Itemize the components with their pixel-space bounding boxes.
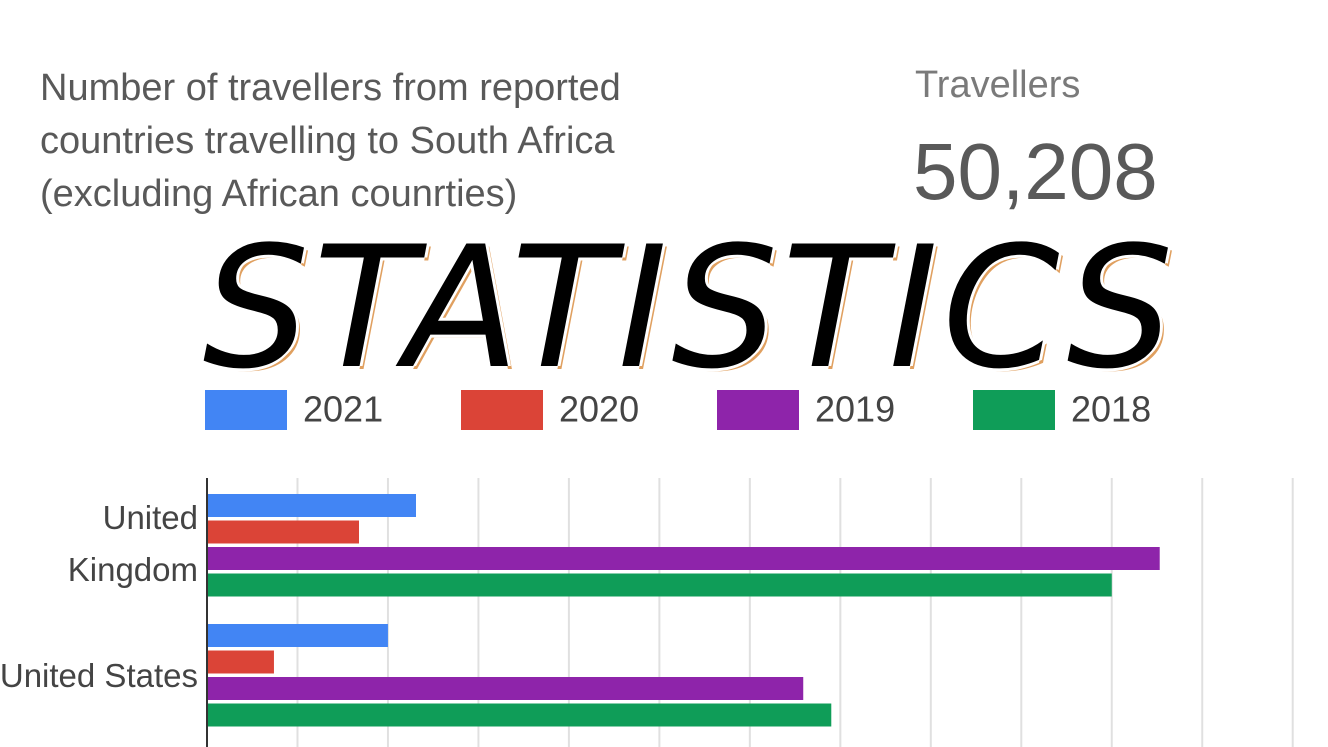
- y-tick-label: United Kingdom: [67, 499, 198, 588]
- legend-swatch: [973, 390, 1055, 430]
- bar: [207, 624, 388, 647]
- bar: [207, 547, 1160, 570]
- legend-label: 2021: [303, 389, 383, 430]
- scorecard-label: Travellers: [915, 64, 1081, 106]
- scorecard-value: 50,208: [913, 127, 1158, 216]
- legend-swatch: [461, 390, 543, 430]
- legend-label: 2019: [815, 389, 895, 430]
- legend-label: 2020: [559, 389, 639, 430]
- y-tick-label: United States: [0, 657, 198, 694]
- bar: [207, 520, 359, 544]
- bar: [207, 703, 832, 727]
- title-line: (excluding African counrties): [40, 173, 518, 215]
- chart-title: Number of travellers from reported count…: [40, 62, 621, 221]
- legend-label: 2018: [1071, 389, 1151, 430]
- bar: [207, 494, 416, 517]
- title-line: Number of travellers from reported: [40, 67, 621, 109]
- overlay-text: STATISTICS: [202, 210, 1178, 406]
- legend-swatch: [205, 390, 287, 430]
- title-line: countries travelling to South Africa: [40, 120, 615, 162]
- bar: [207, 677, 804, 700]
- bar: [207, 650, 274, 674]
- bar: [207, 573, 1112, 597]
- legend-swatch: [717, 390, 799, 430]
